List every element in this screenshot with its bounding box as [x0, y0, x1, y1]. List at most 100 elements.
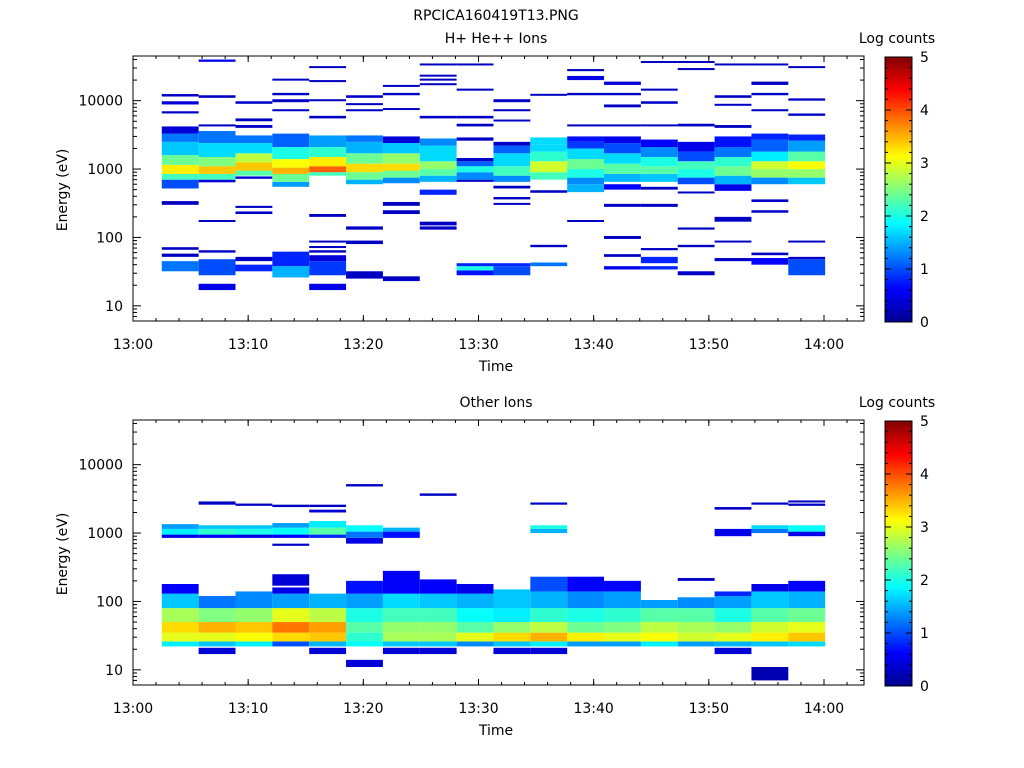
- spectrogram-cell: [346, 153, 383, 164]
- spectrogram-cell: [604, 203, 641, 207]
- spectrogram-cell: [530, 137, 568, 145]
- spectrogram-cell: [751, 632, 789, 642]
- spectrogram-cell: [530, 608, 568, 623]
- spectrogram-cell: [788, 177, 826, 185]
- spectrogram-cell: [161, 641, 199, 647]
- spectrogram-cell: [640, 173, 678, 182]
- spectrogram-cell: [714, 622, 752, 633]
- spectrogram-cell: [419, 161, 457, 170]
- spectrogram-cell: [493, 641, 531, 647]
- spectrogram-cell: [567, 632, 605, 642]
- spectrogram-cell: [751, 109, 789, 112]
- spectrogram-cell: [235, 525, 273, 529]
- spectrogram-cell: [346, 271, 383, 279]
- spectrogram-cell: [419, 647, 457, 655]
- spectrogram-cell: [604, 153, 641, 164]
- spectrogram-cell: [604, 266, 641, 270]
- spectrogram-cell: [456, 166, 494, 173]
- spectrogram-cell: [161, 534, 199, 538]
- spectrogram-cell: [714, 157, 752, 167]
- spectrogram-cell: [309, 80, 347, 83]
- spectrogram-cell: [751, 608, 789, 623]
- spectrogram-cell: [235, 125, 273, 128]
- spectrogram-cell: [309, 166, 347, 173]
- panel-2-colorbar-scale: [884, 420, 913, 687]
- spectrogram-cell: [346, 537, 383, 544]
- spectrogram-cell: [714, 591, 752, 597]
- spectrogram-cell: [714, 95, 752, 98]
- y-tick-label: 10: [105, 663, 123, 679]
- spectrogram-cell: [714, 507, 752, 510]
- spectrogram-cell: [714, 258, 752, 262]
- spectrogram-cell: [382, 84, 420, 87]
- spectrogram-cell: [751, 210, 789, 213]
- spectrogram-cell: [456, 172, 494, 180]
- spectrogram-cell: [198, 143, 236, 158]
- spectrogram-cell: [493, 185, 531, 189]
- panel-2-colorbar-label: Log counts: [859, 395, 935, 411]
- y-tick-label: 100: [96, 594, 123, 610]
- spectrogram-cell: [419, 74, 457, 77]
- spectrogram-cell: [493, 119, 531, 122]
- spectrogram-cell: [677, 271, 715, 276]
- spectrogram-cell: [788, 259, 826, 276]
- spectrogram-cell: [677, 141, 715, 152]
- colorbar-tick-label: 3: [920, 156, 929, 172]
- spectrogram-cell: [640, 248, 678, 251]
- spectrogram-cell: [604, 622, 641, 633]
- colorbar-tick-label: 2: [920, 573, 929, 589]
- spectrogram-cell: [751, 139, 789, 152]
- spectrogram-cell: [604, 591, 641, 609]
- spectrogram-cell: [309, 147, 347, 158]
- spectrogram-cell: [456, 266, 494, 271]
- spectrogram-cell: [567, 219, 605, 222]
- spectrogram-cell: [346, 525, 383, 532]
- spectrogram-cell: [272, 523, 310, 528]
- spectrogram-cell: [493, 263, 531, 267]
- spectrogram-cell: [530, 576, 568, 592]
- spectrogram-cell: [567, 124, 605, 127]
- spectrogram-cell: [640, 124, 678, 127]
- spectrogram-cell: [419, 622, 457, 633]
- spectrogram-cell: [788, 98, 826, 101]
- spectrogram-cell: [272, 251, 310, 267]
- spectrogram-cell: [346, 622, 383, 633]
- spectrogram-cell: [714, 632, 752, 642]
- spectrogram-cell: [309, 157, 347, 167]
- x-tick-label: 14:00: [804, 337, 844, 353]
- spectrogram-cell: [272, 504, 310, 508]
- spectrogram-cell: [714, 63, 752, 66]
- spectrogram-cell: [161, 111, 199, 114]
- spectrogram-cell: [272, 574, 310, 586]
- spectrogram-cell: [382, 136, 420, 144]
- spectrogram-cell: [751, 667, 789, 681]
- spectrogram-cell: [235, 118, 273, 122]
- panel-1-title: H+ He++ Ions: [445, 31, 548, 47]
- spectrogram-cell: [382, 593, 420, 609]
- spectrogram-cell: [419, 83, 457, 86]
- spectrogram-cell: [346, 179, 383, 185]
- spectrogram-cell: [493, 197, 531, 200]
- spectrogram-cell: [751, 258, 789, 265]
- spectrogram-cell: [346, 163, 383, 173]
- y-tick-label: 10000: [78, 458, 123, 474]
- spectrogram-cell: [714, 528, 752, 537]
- spectrogram-cell: [272, 99, 310, 103]
- spectrogram-cell: [530, 172, 568, 180]
- spectrogram-cell: [272, 527, 310, 535]
- spectrogram-cell: [714, 608, 752, 623]
- spectrogram-cell: [309, 647, 347, 655]
- spectrogram-cell: [456, 123, 494, 127]
- spectrogram-cell: [419, 608, 457, 623]
- spectrogram-cell: [530, 502, 568, 505]
- x-tick-label: 13:20: [343, 337, 383, 353]
- spectrogram-cell: [493, 141, 531, 146]
- spectrogram-cell: [677, 68, 715, 71]
- spectrogram-cell: [677, 123, 715, 127]
- spectrogram-cell: [640, 203, 678, 207]
- spectrogram-cell: [235, 608, 273, 623]
- spectrogram-cell: [604, 608, 641, 623]
- spectrogram-cell: [309, 641, 347, 647]
- spectrogram-cell: [456, 263, 494, 267]
- spectrogram-cell: [714, 647, 752, 655]
